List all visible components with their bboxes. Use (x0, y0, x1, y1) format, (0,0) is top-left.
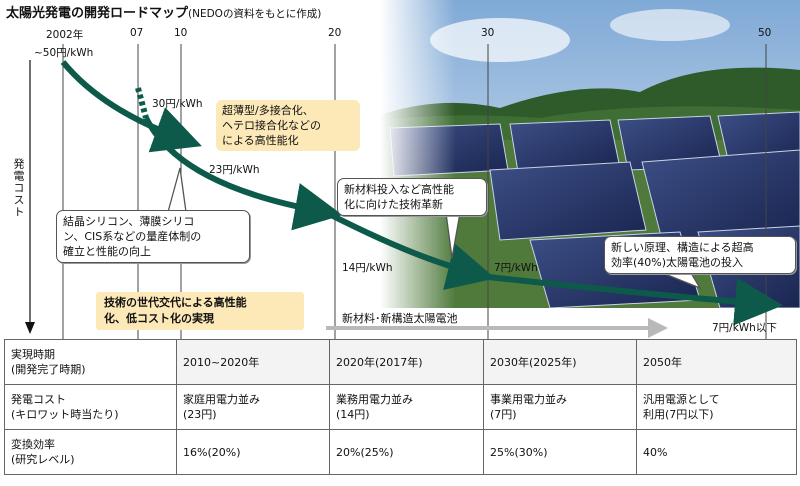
cell-line: 2010~2020年 (183, 355, 260, 369)
cell-line: (14円) (336, 408, 370, 421)
year-label-50: 50 (758, 27, 772, 39)
curve-third-generation (323, 209, 496, 291)
year-label-10: 10 (174, 27, 188, 39)
table-cell: 家庭用電力並み (23円) (176, 384, 330, 430)
row-header-line: (キロワット時当たり) (11, 408, 119, 421)
callout-thin-film: 超薄型/多接合化、 ヘテロ接合化などの による高性能化 (216, 100, 360, 151)
table-cell: 2030年(2025年) (483, 339, 637, 385)
callout-crystal-silicon: 結晶シリコン、薄膜シリコ ン、CIS系などの量産体制の 確立と性能の向上 (56, 210, 250, 263)
cell-line: 2020年(2017年) (336, 355, 423, 369)
curve-fourth-generation (487, 274, 783, 326)
roadmap-table: 実現時期 (開発完了時期) 2010~2020年 2020年(2017年) 20… (4, 339, 797, 475)
callout-new-material: 新材料投入など高性能 化に向けた技術革新 (337, 178, 487, 216)
cell-line: 利用(7円以下) (643, 408, 714, 421)
title-main: 太陽光発電の開発ロードマップ (6, 6, 189, 21)
cell-line: 16%(20%) (183, 445, 241, 459)
cell-line: 25%(30%) (490, 445, 548, 459)
generation-change-line1: 技術の世代交代による高性能 (104, 296, 247, 309)
cost-label-30: 30円/kWh (152, 98, 203, 110)
cell-line: 家庭用電力並み (183, 393, 260, 406)
title-note: (NEDOの資料をもとに作成) (188, 8, 322, 20)
cell-line: 業務用電力並み (336, 393, 413, 406)
table-cell: 16%(20%) (176, 429, 330, 475)
cell-line: (23円) (183, 408, 217, 421)
table-cell: 40% (636, 429, 797, 475)
table-cell: 業務用電力並み (14円) (329, 384, 484, 430)
table-cell: 2010~2020年 (176, 339, 330, 385)
callout-newprinciple-line1: 新しい原理、構造による超高 (611, 241, 754, 254)
table-header-cost: 発電コスト (キロワット時当たり) (4, 384, 177, 430)
callout-crystal-line3: 確立と性能の向上 (63, 245, 151, 258)
cell-line: 40% (643, 445, 668, 459)
curve-first-generation (60, 60, 202, 153)
cell-line: (7円) (490, 408, 517, 421)
cost-label-7: 7円/kWh (494, 262, 538, 274)
year-label-07: 07 (130, 27, 144, 39)
table-row-cost: 発電コスト (キロワット時当たり) 家庭用電力並み (23円) 業務用電力並み … (4, 384, 797, 430)
callout-crystal-line1: 結晶シリコン、薄膜シリコ (63, 215, 195, 228)
callout-newmaterial-tail (445, 212, 461, 259)
curve-dashed-start (135, 87, 149, 119)
row-header-line: (開発完了時期) (11, 363, 86, 376)
y-axis-arrowhead (25, 322, 35, 334)
table-cell: 20%(25%) (329, 429, 484, 475)
cost-label-14: 14円/kWh (342, 262, 393, 274)
cell-line: 2050年 (643, 355, 682, 369)
cell-line: 事業用電力並み (490, 393, 567, 406)
table-cell: 2050年 (636, 339, 797, 385)
y-axis-label: 発電コスト (12, 158, 25, 218)
year-label-2002: 2002年 (46, 29, 84, 41)
callout-new-principle: 新しい原理、構造による超高 効率(40%)太陽電池の投入 (604, 236, 796, 274)
year-label-20: 20 (328, 27, 342, 39)
callout-newmaterial-line2: 化に向けた技術革新 (344, 198, 443, 211)
row-header-line: 発電コスト (11, 393, 66, 406)
cost-label-7-below: 7円/kWh以下 (712, 322, 777, 334)
callout-crystal-line2: ン、CIS系などの量産体制の (63, 230, 202, 243)
new-structure-label: 新材料･新構造太陽電池 (342, 312, 458, 325)
cell-line: 20%(25%) (336, 445, 394, 459)
generation-change-box: 技術の世代交代による高性能 化、低コスト化の実現 (96, 292, 304, 330)
curve-second-generation (143, 116, 343, 231)
callout-newprinciple-line2: 効率(40%)太陽電池の投入 (611, 256, 744, 269)
row-header-line: (研究レベル) (11, 453, 75, 466)
table-cell: 2020年(2017年) (329, 339, 484, 385)
callout-newmaterial-line1: 新材料投入など高性能 (344, 183, 454, 196)
callout-thin-line2: ヘテロ接合化などの (222, 119, 321, 132)
cell-line: 2030年(2025年) (490, 355, 577, 369)
cost-label-50: ~50円/kWh (34, 47, 94, 59)
callout-crystal-tail (167, 167, 187, 213)
table-cell: 25%(30%) (483, 429, 637, 475)
row-header-line: 変換効率 (11, 438, 55, 451)
row-header-line: 実現時期 (11, 348, 55, 361)
cost-label-23: 23円/kWh (209, 164, 260, 176)
table-header-period: 実現時期 (開発完了時期) (4, 339, 177, 385)
table-cell: 汎用電源として 利用(7円以下) (636, 384, 797, 430)
year-label-30: 30 (481, 27, 495, 39)
callout-thin-line3: による高性能化 (222, 134, 299, 147)
table-cell: 事業用電力並み (7円) (483, 384, 637, 430)
page-title: 太陽光発電の開発ロードマップ(NEDOの資料をもとに作成) (6, 2, 321, 21)
table-row-efficiency: 変換効率 (研究レベル) 16%(20%) 20%(25%) 25%(30%) … (4, 429, 797, 475)
table-header-efficiency: 変換効率 (研究レベル) (4, 429, 177, 475)
generation-change-line2: 化、低コスト化の実現 (104, 312, 214, 325)
cell-line: 汎用電源として (643, 393, 720, 406)
callout-thin-line1: 超薄型/多接合化、 (222, 104, 314, 117)
table-row-period: 実現時期 (開発完了時期) 2010~2020年 2020年(2017年) 20… (4, 339, 797, 385)
